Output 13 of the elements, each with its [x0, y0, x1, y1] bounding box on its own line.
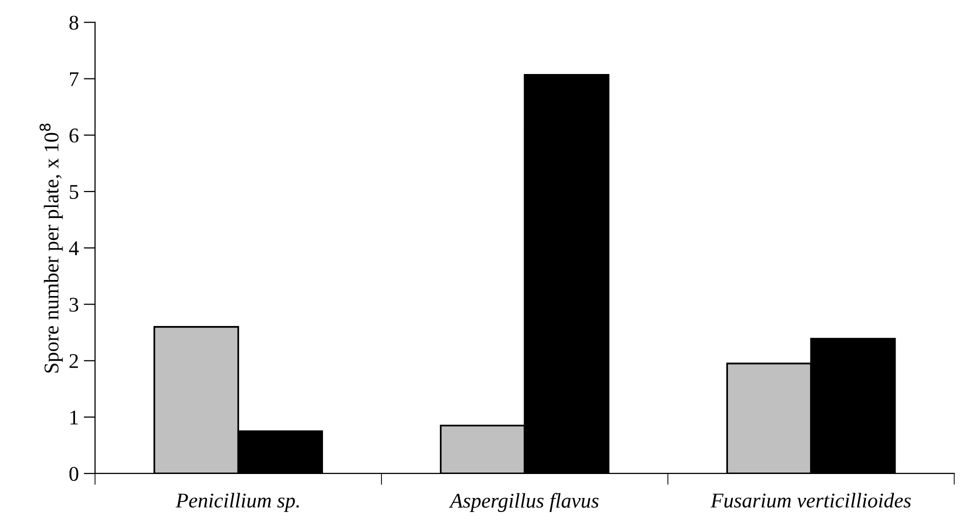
y-tick-label: 2 [70, 354, 78, 368]
y-axis-title: Spore number per plate, x 10$^{8}$ [40, 124, 63, 373]
y-tick-label: 3 [70, 298, 78, 312]
x-tick-label: Aspergillus flavus [448, 492, 599, 512]
y-tick-label: 5 [70, 185, 78, 199]
x-tick-label: Penicillium sp. [176, 492, 299, 512]
y-tick-label: 6 [70, 128, 78, 143]
y-tick-label: 7 [70, 72, 78, 86]
x-tick-label: Fusarium verticillioides [710, 492, 911, 508]
y-tick-label: 4 [69, 241, 79, 256]
y-tick-label: 0 [69, 466, 78, 481]
y-tick-label: 8 [69, 16, 78, 30]
y-tick-label: 1 [70, 410, 78, 424]
